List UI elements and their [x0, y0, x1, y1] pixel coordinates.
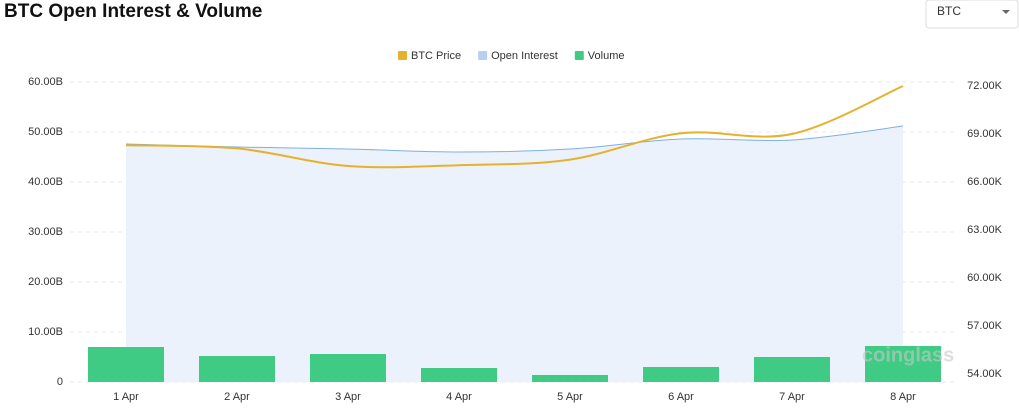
- y-tick-label: 30.00B: [28, 226, 63, 238]
- x-tick-label: 3 Apr: [335, 391, 361, 403]
- x-tick-label: 2 Apr: [224, 391, 250, 403]
- y2-tick-label: 69.00K: [967, 128, 1003, 140]
- y2-tick-label: 57.00K: [967, 320, 1003, 332]
- legend-swatch: [398, 51, 407, 60]
- volume-bar: [421, 368, 497, 382]
- volume-bar: [88, 347, 164, 382]
- y2-tick-label: 60.00K: [967, 272, 1003, 284]
- volume-bar: [532, 375, 608, 382]
- volume-bar: [199, 356, 275, 382]
- y-tick-label: 40.00B: [28, 176, 63, 188]
- y2-tick-label: 63.00K: [967, 224, 1003, 236]
- volume-bar: [310, 354, 386, 382]
- legend-label: Volume: [588, 50, 625, 62]
- open-interest-line: [125, 125, 904, 153]
- chart-title: BTC Open Interest & Volume: [4, 1, 262, 22]
- x-tick-label: 5 Apr: [557, 391, 583, 403]
- y-tick-label: 60.00B: [28, 76, 63, 88]
- x-tick-label: 8 Apr: [890, 391, 916, 403]
- open-interest-area: [126, 126, 903, 382]
- volume-bar: [754, 357, 830, 382]
- selector-value[interactable]: BTC: [937, 4, 961, 18]
- x-tick-label: 1 Apr: [113, 391, 139, 403]
- x-tick-label: 6 Apr: [668, 391, 694, 403]
- legend-swatch: [574, 51, 584, 60]
- y-tick-label: 10.00B: [28, 326, 63, 338]
- price-line: [125, 85, 904, 169]
- volume-bar: [865, 346, 941, 382]
- symbol-selector[interactable]: BTC: [925, 0, 1019, 29]
- y2-tick-label: 54.00K: [967, 368, 1003, 380]
- x-tick-label: 4 Apr: [446, 391, 472, 403]
- y2-tick-label: 66.00K: [967, 176, 1003, 188]
- legend-label: Open Interest: [491, 50, 558, 62]
- selector-caret[interactable]: [1002, 10, 1010, 14]
- y-tick-label: 0: [57, 376, 63, 388]
- y-tick-label: 20.00B: [28, 276, 63, 288]
- x-tick-label: 7 Apr: [779, 391, 805, 403]
- legend-label: BTC Price: [411, 50, 461, 62]
- watermark: coinglass: [862, 344, 954, 366]
- y2-tick-label: 72.00K: [967, 80, 1003, 92]
- volume-bar: [643, 367, 719, 382]
- selector-box[interactable]: [925, 0, 1019, 29]
- y-tick-label: 50.00B: [28, 126, 63, 138]
- legend-swatch: [478, 51, 488, 60]
